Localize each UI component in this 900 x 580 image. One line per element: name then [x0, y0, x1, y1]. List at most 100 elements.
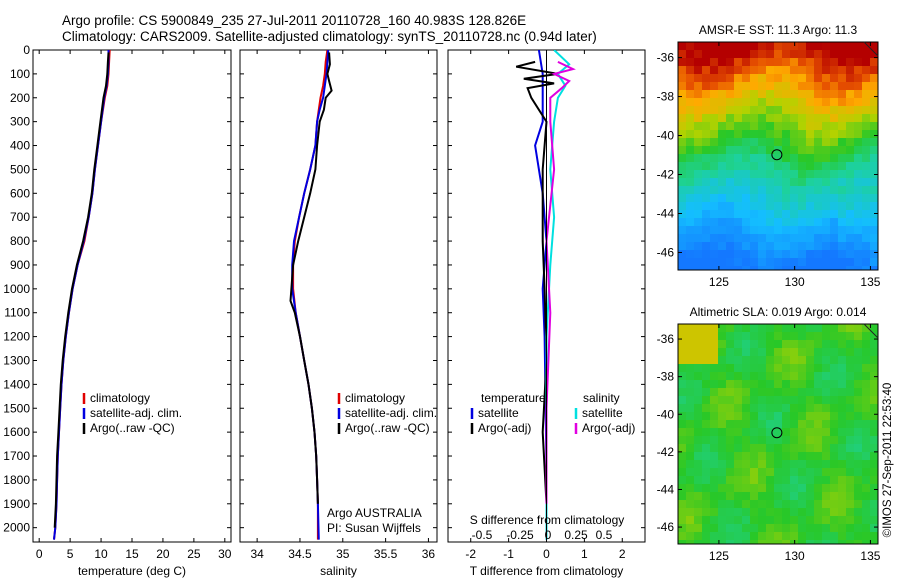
- map-cell: [870, 122, 878, 131]
- map-cell: [710, 324, 719, 333]
- map-cell: [742, 130, 751, 139]
- map-cell: [702, 122, 711, 131]
- map-cell: [822, 372, 831, 381]
- map-cell: [870, 218, 878, 227]
- map-cell: [838, 452, 847, 461]
- x-axis-label: salinity: [320, 564, 357, 578]
- map-cell: [774, 340, 783, 349]
- map-cell: [774, 82, 783, 91]
- map-cell: [830, 50, 839, 59]
- map-cell: [694, 178, 703, 187]
- map-cell: [766, 42, 775, 51]
- profile-lines: [289, 50, 333, 540]
- map-cell: [806, 524, 815, 533]
- map-cell: [742, 468, 751, 477]
- map-cell: [822, 194, 831, 203]
- map-cell: [694, 332, 703, 341]
- map-cell: [774, 492, 783, 501]
- map-cell: [806, 146, 815, 155]
- map-cell: [758, 58, 767, 67]
- map-cell: [798, 460, 807, 469]
- map-cell: [798, 508, 807, 517]
- map-cell: [822, 258, 831, 267]
- map-cell: [734, 444, 743, 453]
- map-cell: [822, 98, 831, 107]
- map-cell: [686, 42, 695, 51]
- map-cell: [766, 234, 775, 243]
- map-cell: [790, 500, 799, 509]
- map-cell: [790, 226, 799, 235]
- map-cell: [750, 436, 759, 445]
- map-cell: [742, 444, 751, 453]
- map-cell: [686, 170, 695, 179]
- map-cell: [750, 114, 759, 123]
- map-cell: [846, 492, 855, 501]
- map-cell: [814, 404, 823, 413]
- map-cell: [694, 396, 703, 405]
- map-cell: [862, 266, 871, 270]
- map-cell: [678, 324, 687, 333]
- map-cell: [750, 42, 759, 51]
- map-cell: [750, 404, 759, 413]
- map-cell: [734, 242, 743, 251]
- secondary-tick-label: 0.25: [564, 528, 588, 542]
- map-cell: [766, 242, 775, 251]
- map-cell: [806, 428, 815, 437]
- map-cell: [830, 234, 839, 243]
- map-cell: [814, 428, 823, 437]
- map-cell: [686, 436, 695, 445]
- map-cell: [718, 162, 727, 171]
- map-cell: [830, 242, 839, 251]
- map-cell: [814, 340, 823, 349]
- map-cell: [870, 114, 878, 123]
- map-cell: [806, 202, 815, 211]
- map-cell: [862, 476, 871, 485]
- map-cell: [718, 226, 727, 235]
- map-cell: [822, 234, 831, 243]
- map-cell: [790, 356, 799, 365]
- map-cell: [862, 532, 871, 541]
- map-cell: [718, 388, 727, 397]
- map-cell: [830, 500, 839, 509]
- map-cell: [678, 194, 687, 203]
- map-cell: [726, 202, 735, 211]
- map-cell: [734, 356, 743, 365]
- map-cell: [814, 412, 823, 421]
- map-cell: [678, 162, 687, 171]
- map-cell: [846, 74, 855, 83]
- map-cell: [790, 324, 799, 333]
- map-cell: [694, 58, 703, 67]
- map-cell: [742, 348, 751, 357]
- map-cell: [790, 436, 799, 445]
- map-cell: [830, 340, 839, 349]
- map-cell: [838, 460, 847, 469]
- map-cell: [678, 396, 687, 405]
- map-cell: [814, 98, 823, 107]
- map-cell: [782, 524, 791, 533]
- map-cell: [718, 178, 727, 187]
- map-cell: [694, 242, 703, 251]
- map-cell: [742, 388, 751, 397]
- map-cell: [758, 114, 767, 123]
- map-cell: [798, 74, 807, 83]
- map-cell: [758, 324, 767, 333]
- map-cell: [710, 66, 719, 75]
- map-cell: [838, 210, 847, 219]
- map-y-tick-label: -40: [657, 407, 675, 421]
- map-cell: [806, 412, 815, 421]
- map-cell: [702, 332, 711, 341]
- map-cell: [806, 250, 815, 259]
- map-cell: [846, 340, 855, 349]
- map-cell: [870, 106, 878, 115]
- map-cell: [846, 130, 855, 139]
- map-cell: [774, 138, 783, 147]
- map-cell: [678, 186, 687, 195]
- map-cell: [750, 58, 759, 67]
- map-cell: [830, 146, 839, 155]
- map-cell: [798, 332, 807, 341]
- map-cell: [846, 210, 855, 219]
- map-cell: [806, 178, 815, 187]
- map-cell: [710, 452, 719, 461]
- map-cell: [726, 226, 735, 235]
- map-cell: [694, 348, 703, 357]
